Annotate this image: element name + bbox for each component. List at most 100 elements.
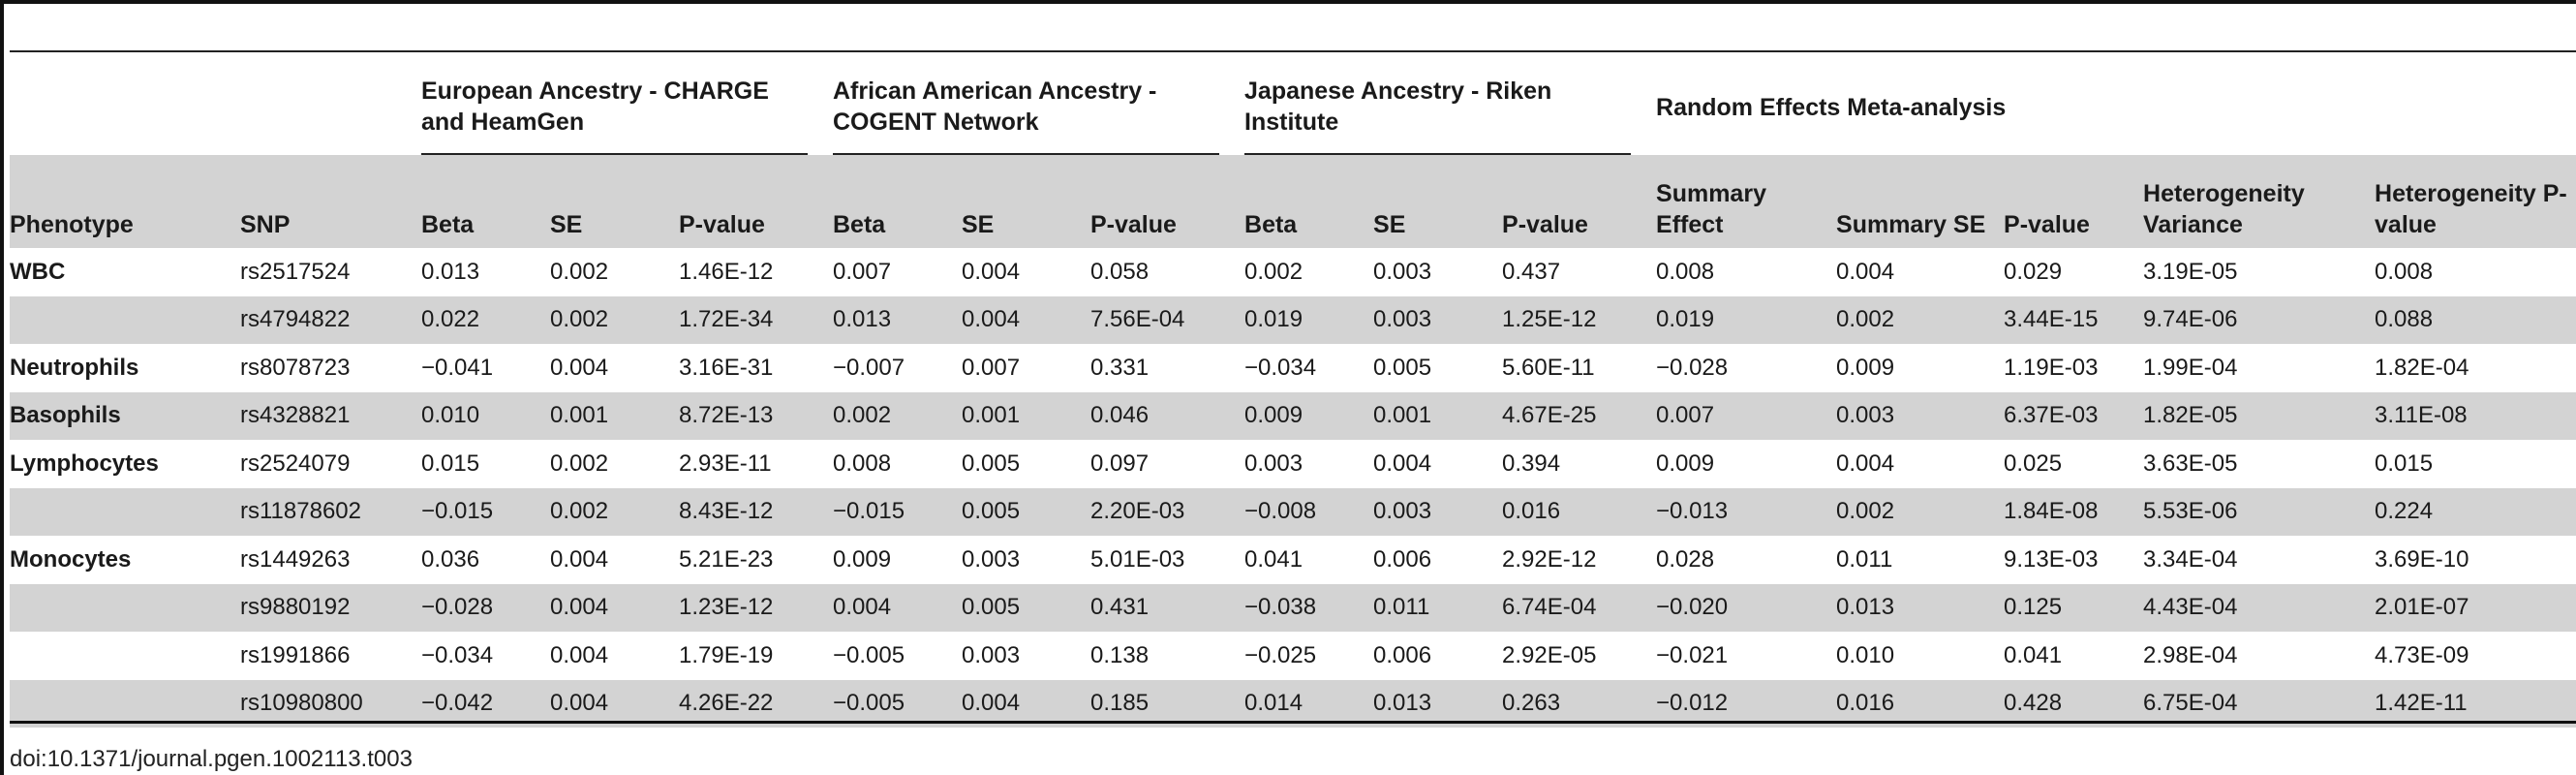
value-cell: 0.007 [833,258,892,285]
value-cell: 0.036 [421,545,480,573]
phenotype-cell: Neutrophils [10,354,139,381]
group-header-european: European Ancestry - CHARGE and HeamGen [421,54,833,155]
table-row: WBC rs2517524 0.013 0.002 1.46E-12 0.007 0.004… [10,248,2576,296]
value-cell: 0.022 [421,306,480,333]
value-cell: 0.125 [2004,594,2063,621]
value-cell: 0.004 [962,306,1021,333]
value-cell: −0.007 [833,354,905,381]
phenotype-cell: Basophils [10,402,121,429]
snp-cell: rs1991866 [240,641,351,668]
phenotype-cell: Lymphocytes [10,450,159,477]
value-cell: 0.007 [1656,402,1715,429]
value-cell: 0.015 [421,450,480,477]
table-row: rs4794822 0.022 0.002 1.72E-34 0.013 0.004 7.5… [10,295,2576,344]
header-divider [10,50,2576,52]
col-header: Beta [833,211,886,238]
value-cell: 1.82E-05 [2143,402,2238,429]
col-header: SE [550,211,583,238]
table-row: rs11878602 −0.015 0.002 8.43E-12 −0.015 0.005… [10,487,2576,536]
value-cell: 1.19E-03 [2004,354,2099,381]
snp-cell: rs9880192 [240,594,351,621]
value-cell: −0.005 [833,641,905,668]
value-cell: 2.20E-03 [1090,498,1185,525]
value-cell: 0.002 [550,498,609,525]
value-cell: 3.16E-31 [679,354,774,381]
value-cell: 9.74E-06 [2143,306,2238,333]
value-cell: −0.020 [1656,594,1729,621]
value-cell: 1.99E-04 [2143,354,2238,381]
value-cell: −0.012 [1656,690,1729,717]
doi-caption: doi:10.1371/journal.pgen.1002113.t003 [10,746,413,772]
value-cell: 0.185 [1090,690,1150,717]
value-cell: 0.006 [1373,545,1432,573]
value-cell: −0.038 [1244,594,1317,621]
table-row: rs9880192 −0.028 0.004 1.23E-12 0.004 0.005 0.… [10,583,2576,633]
value-cell: 0.003 [1373,498,1432,525]
value-cell: 8.43E-12 [679,498,774,525]
value-cell: 0.046 [1090,402,1150,429]
value-cell: −0.041 [421,354,494,381]
value-cell: 5.53E-06 [2143,498,2238,525]
value-cell: 0.004 [1373,450,1432,477]
value-cell: 0.001 [962,402,1021,429]
value-cell: −0.034 [1244,354,1317,381]
value-cell: 0.008 [1656,258,1715,285]
col-header: SNP [240,211,291,238]
col-header: SE [1373,211,1406,238]
col-header: Summary SE [1836,211,1986,238]
value-cell: 6.75E-04 [2143,690,2238,717]
phenotype-cell: WBC [10,258,66,285]
value-cell: 0.010 [421,402,480,429]
col-header: Heterogeneity Variance [2143,180,2305,238]
value-cell: 0.011 [1836,545,1893,573]
group-spacer [10,54,240,155]
value-cell: 0.013 [1373,690,1432,717]
col-header: Summary Effect [1656,180,1766,238]
value-cell: 0.331 [1090,354,1150,381]
value-cell: 0.003 [962,641,1021,668]
value-cell: 4.67E-25 [1502,402,1597,429]
value-cell: 0.088 [2375,306,2434,333]
snp-cell: rs10980800 [240,690,363,717]
value-cell: 0.002 [1836,498,1895,525]
value-cell: 1.84E-08 [2004,498,2099,525]
value-cell: 0.428 [2004,690,2063,717]
value-cell: 0.263 [1502,690,1561,717]
value-cell: 0.005 [962,450,1021,477]
value-cell: 0.013 [1836,594,1895,621]
col-header: Heterogeneity P-value [2375,180,2567,238]
value-cell: 5.01E-03 [1090,545,1185,573]
table-row: rs10980800 −0.042 0.004 4.26E-22 −0.005 0.004… [10,679,2576,728]
col-header: Phenotype [10,211,134,238]
value-cell: 0.004 [962,690,1021,717]
value-cell: 0.041 [2004,641,2063,668]
value-cell: 4.43E-04 [2143,594,2238,621]
value-cell: 0.015 [2375,450,2434,477]
col-header: SE [962,211,995,238]
value-cell: 2.92E-12 [1502,545,1597,573]
value-cell: 0.001 [550,402,609,429]
value-cell: 1.72E-34 [679,306,774,333]
value-cell: 5.21E-23 [679,545,774,573]
value-cell: 0.041 [1244,545,1303,573]
value-cell: 8.72E-13 [679,402,774,429]
value-cell: 3.63E-05 [2143,450,2238,477]
value-cell: 0.003 [1373,258,1432,285]
value-cell: 1.25E-12 [1502,306,1597,333]
phenotype-cell [10,584,240,633]
value-cell: −0.021 [1656,641,1729,668]
value-cell: 0.016 [1502,498,1561,525]
value-cell: 0.002 [833,402,892,429]
value-cell: 0.394 [1502,450,1561,477]
value-cell: 0.005 [1373,354,1432,381]
value-cell: 2.92E-05 [1502,641,1597,668]
value-cell: 0.002 [1244,258,1303,285]
value-cell: 0.004 [1836,258,1895,285]
table-row: Lymphocytes rs2524079 0.015 0.002 2.93E-11 0.… [10,440,2576,488]
value-cell: 0.224 [2375,498,2434,525]
group-spacer [240,54,421,155]
value-cell: 0.013 [833,306,892,333]
value-cell: 0.003 [1244,450,1303,477]
value-cell: 0.009 [1836,354,1895,381]
